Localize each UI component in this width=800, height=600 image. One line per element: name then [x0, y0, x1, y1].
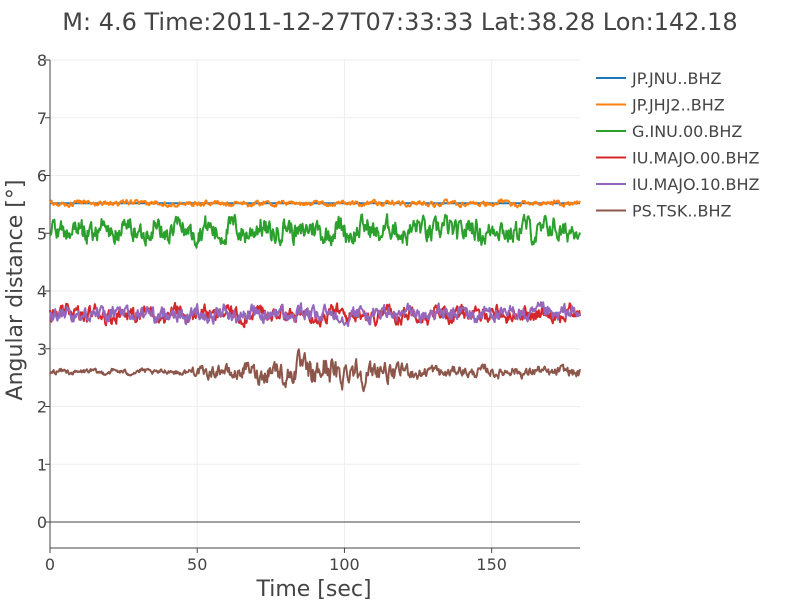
legend-item-jp-jnu--bhz[interactable]: JP.JNU..BHZ	[596, 69, 722, 88]
y-tick-label-1: 1	[37, 455, 47, 474]
x-tick-label-50: 50	[187, 555, 207, 574]
series-line-jp-jhj2--bhz	[49, 198, 581, 209]
legend-label: JP.JNU..BHZ	[631, 69, 722, 88]
y-tick-label-0: 0	[37, 513, 47, 532]
legend-item-ps-tsk--bhz[interactable]: PS.TSK..BHZ	[596, 202, 731, 221]
chart-title: M: 4.6 Time:2011-12-27T07:33:33 Lat:38.2…	[62, 8, 737, 36]
y-tick-label-4: 4	[37, 282, 47, 301]
y-tick-label-3: 3	[37, 340, 47, 359]
series-line-g-inu-00-bhz	[49, 213, 581, 249]
x-tick-label-0: 0	[45, 555, 55, 574]
y-tick-label-8: 8	[37, 51, 47, 70]
series-lines	[49, 198, 581, 393]
legend-item-g-inu-00-bhz[interactable]: G.INU.00.BHZ	[596, 122, 742, 141]
legend-label: G.INU.00.BHZ	[632, 122, 742, 141]
y-tick-label-5: 5	[37, 224, 47, 243]
grid	[50, 59, 580, 548]
y-tick-label-7: 7	[37, 109, 47, 128]
legend-label: IU.MAJO.10.BHZ	[632, 175, 759, 194]
x-tick-labels: 0 50 100 150	[45, 548, 507, 574]
series-line-ps-tsk--bhz	[49, 348, 581, 393]
y-tick-label-6: 6	[37, 167, 47, 186]
legend-item-jp-jhj2--bhz[interactable]: JP.JHJ2..BHZ	[596, 96, 725, 115]
legend-label: JP.JHJ2..BHZ	[631, 96, 725, 115]
x-axis-title: Time [sec]	[255, 577, 371, 600]
x-tick-label-100: 100	[329, 555, 360, 574]
series-line-iu-majo-10-bhz	[49, 301, 581, 328]
legend-label: IU.MAJO.00.BHZ	[632, 149, 759, 168]
axes	[49, 60, 580, 549]
legend[interactable]: JP.JNU..BHZ JP.JHJ2..BHZ G.INU.00.BHZ IU.MA…	[596, 69, 759, 221]
legend-item-iu-majo-00-bhz[interactable]: IU.MAJO.00.BHZ	[596, 149, 759, 168]
y-tick-labels: 0 1 2 3 4 5 6 7 8	[37, 51, 50, 532]
y-tick-label-2: 2	[37, 398, 47, 417]
y-axis-title: Angular distance [°]	[3, 180, 28, 401]
legend-label: PS.TSK..BHZ	[632, 202, 731, 221]
x-tick-label-150: 150	[476, 555, 507, 574]
legend-item-iu-majo-10-bhz[interactable]: IU.MAJO.10.BHZ	[596, 175, 759, 194]
